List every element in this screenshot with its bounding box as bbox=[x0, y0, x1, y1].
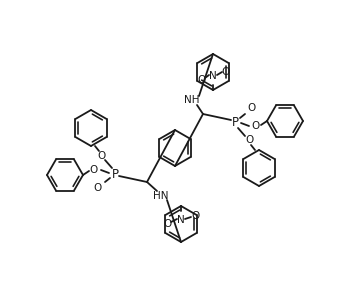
Text: O: O bbox=[191, 211, 199, 221]
Text: O: O bbox=[222, 67, 230, 77]
Text: O: O bbox=[94, 183, 102, 193]
Text: N: N bbox=[177, 215, 185, 225]
Text: N: N bbox=[209, 71, 217, 81]
Text: O: O bbox=[197, 75, 205, 85]
Text: NH: NH bbox=[184, 95, 200, 105]
Text: O: O bbox=[252, 121, 260, 131]
Text: P: P bbox=[231, 115, 238, 128]
Text: P: P bbox=[112, 168, 119, 181]
Text: O: O bbox=[245, 135, 253, 145]
Text: O: O bbox=[163, 219, 171, 229]
Text: O: O bbox=[90, 165, 98, 175]
Text: O: O bbox=[248, 103, 256, 113]
Text: O: O bbox=[97, 151, 105, 161]
Text: HN: HN bbox=[153, 191, 169, 201]
